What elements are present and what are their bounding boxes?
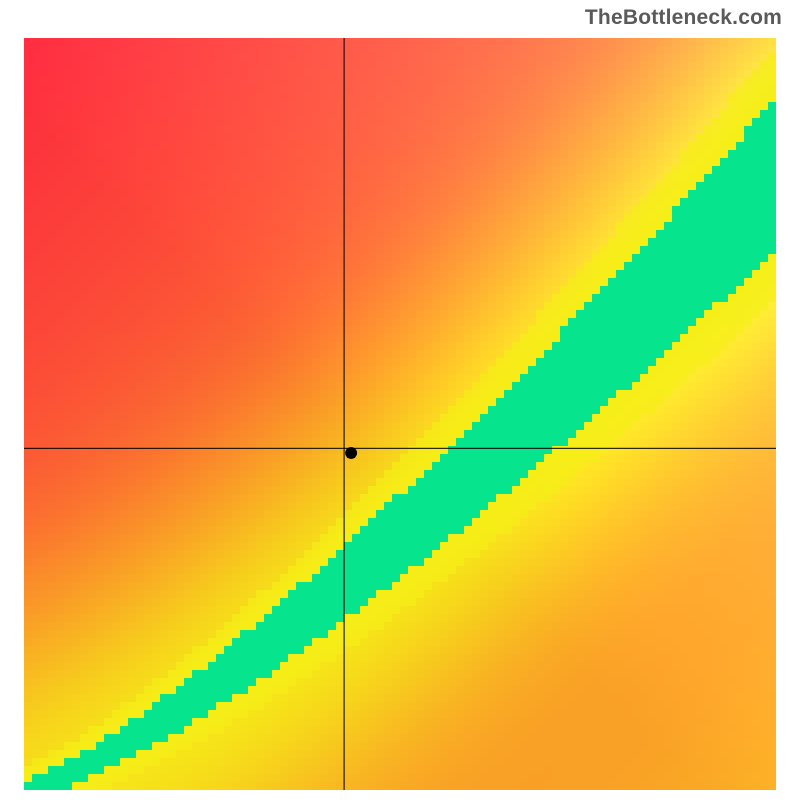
watermark-text: TheBottleneck.com [585,6,782,30]
heatmap-canvas [24,38,776,790]
bottleneck-heatmap [24,38,776,790]
